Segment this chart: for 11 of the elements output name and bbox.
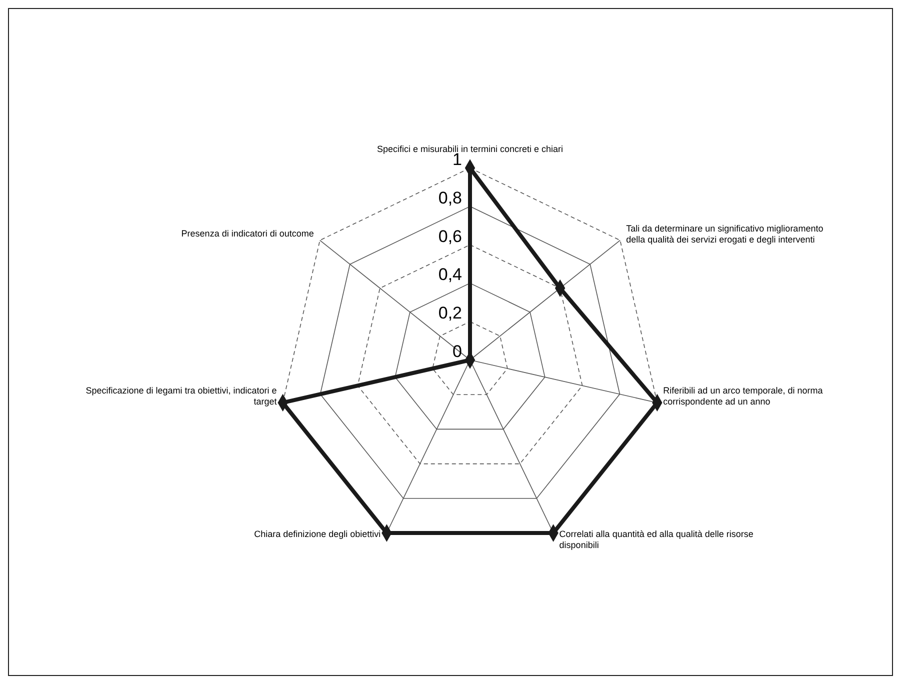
y-tick-label: 0,8 (438, 188, 462, 208)
spoke-label: Chiara definizione degli obiettivi (254, 528, 381, 539)
spoke-label: Specifici e misurabili in termini concreti e chiari (376, 144, 564, 154)
spoke-label: Specificazione di legami tra obiettivi, indicatori e target (86, 386, 278, 407)
y-tick-label: 0,2 (438, 304, 462, 323)
y-tick-label: 0,6 (438, 226, 462, 246)
spoke-label: Tali da determinare un significativo miglioramento della qualità dei servizi erogati e degli interventi (626, 223, 824, 244)
spoke-label: Presenza di indicatori di outcome (181, 228, 314, 238)
spoke-label: Riferibili ad un arco temporale, di norma corrispondente ad un anno (663, 386, 823, 407)
spoke-label: Correlati alla quantità ed alla qualità delle risorse disponibili (559, 528, 754, 550)
y-tick-label: 0,4 (438, 265, 462, 284)
